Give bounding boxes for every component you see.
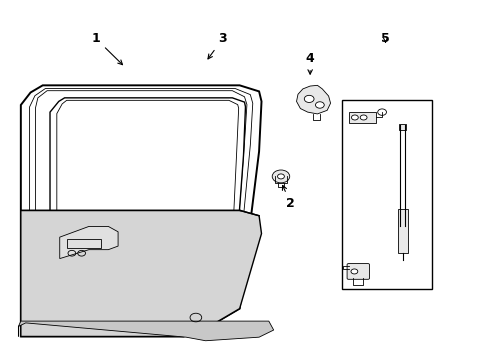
Bar xyxy=(341,100,431,289)
Circle shape xyxy=(351,115,358,120)
Text: 3: 3 xyxy=(207,32,226,59)
Text: 4: 4 xyxy=(305,52,314,74)
Circle shape xyxy=(350,269,357,274)
Circle shape xyxy=(360,115,366,120)
Bar xyxy=(348,112,375,123)
Circle shape xyxy=(304,95,313,103)
Circle shape xyxy=(277,174,284,179)
Bar xyxy=(67,239,101,248)
Polygon shape xyxy=(60,226,118,258)
Text: 1: 1 xyxy=(92,32,122,65)
Polygon shape xyxy=(21,210,261,337)
Circle shape xyxy=(315,102,324,108)
FancyBboxPatch shape xyxy=(346,264,369,279)
Circle shape xyxy=(272,170,289,183)
Text: 5: 5 xyxy=(380,32,389,45)
Polygon shape xyxy=(296,85,330,114)
Text: 2: 2 xyxy=(282,185,294,210)
Bar xyxy=(398,123,405,130)
Bar xyxy=(397,208,407,253)
Polygon shape xyxy=(19,321,273,341)
Polygon shape xyxy=(50,98,245,312)
